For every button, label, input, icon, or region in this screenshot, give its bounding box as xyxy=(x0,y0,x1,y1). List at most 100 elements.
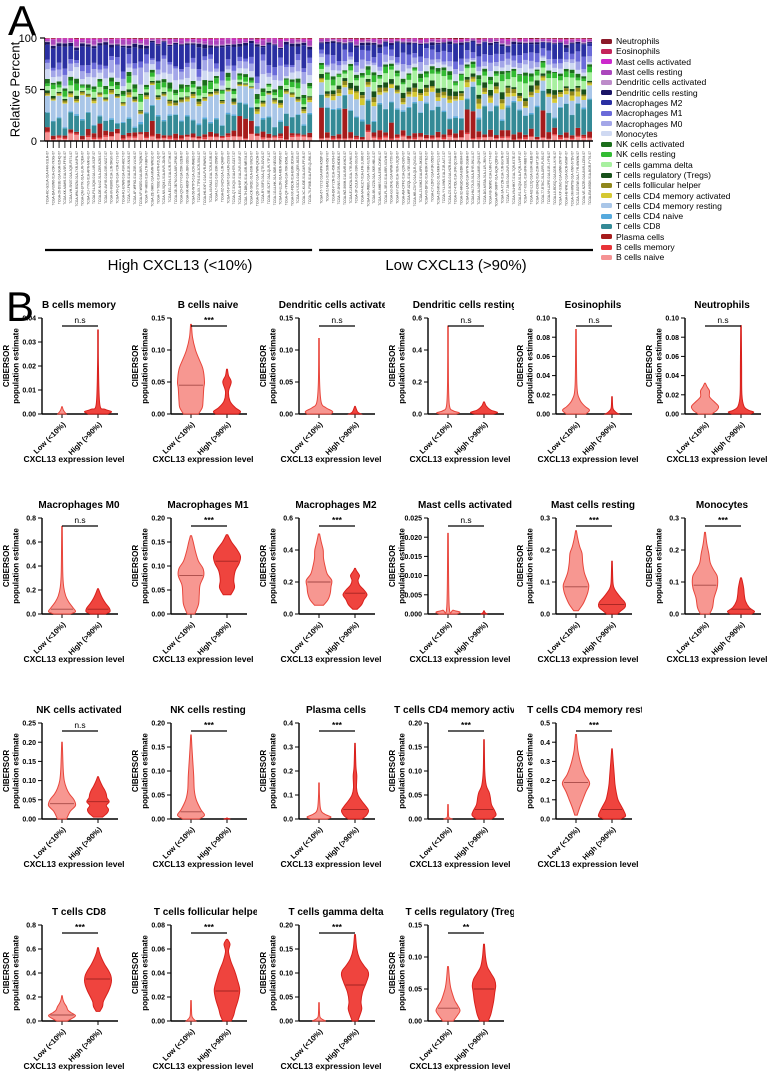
y-tick-label: 0.8 xyxy=(26,516,36,523)
bar-segment xyxy=(231,43,237,45)
bar-segment xyxy=(74,41,79,47)
legend-item: Dendritic cells activated xyxy=(601,77,730,87)
bar-segment xyxy=(528,44,534,53)
bar-segment xyxy=(371,72,377,76)
bar-segment xyxy=(56,41,62,44)
bar-segment xyxy=(441,134,447,138)
bar-segment xyxy=(511,139,517,141)
bar-segment xyxy=(517,39,523,41)
bar-segment xyxy=(435,38,441,40)
bar-segment xyxy=(144,92,149,96)
y-tick-label: 0.2 xyxy=(283,580,293,587)
bar-segment xyxy=(365,42,371,46)
bar-segment xyxy=(476,137,482,139)
bar-segment xyxy=(359,41,365,43)
bar-segment xyxy=(260,47,266,55)
bar-segment xyxy=(97,64,103,70)
bar-segment xyxy=(301,38,307,41)
legend-label: T cells CD4 naive xyxy=(616,211,684,222)
legend-label: NK cells resting xyxy=(616,149,676,160)
bar-segment xyxy=(412,43,418,54)
bar-segment xyxy=(278,57,283,66)
bar-segment xyxy=(342,80,348,85)
bar-segment xyxy=(283,41,289,45)
bar-segment xyxy=(62,96,68,99)
bar-segment xyxy=(540,90,546,111)
y-tick-label: 0.05 xyxy=(22,797,36,804)
legend-item: T cells gamma delta xyxy=(601,160,730,170)
bar-segment xyxy=(418,38,423,40)
bar-segment xyxy=(348,42,354,44)
sample-label: TCGA-5N-QJTB-01A-YCR-61Y3-07 xyxy=(116,151,120,204)
bar-segment xyxy=(138,124,144,133)
bar-segment xyxy=(587,64,592,67)
sample-label: TCGA-TY-T66C-01A-H7R-PZUQ-07 xyxy=(156,151,160,204)
bar-segment xyxy=(534,92,540,106)
bar-segment xyxy=(336,85,342,90)
bar-segment xyxy=(307,38,313,40)
y-tick-label: 0.3 xyxy=(283,745,293,752)
bar-segment xyxy=(225,112,231,115)
bar-segment xyxy=(348,56,354,60)
legend-swatch-icon xyxy=(601,151,612,157)
bar-segment xyxy=(377,87,383,93)
bar-segment xyxy=(505,107,511,131)
bar-segment xyxy=(435,42,441,44)
bar-segment xyxy=(517,92,523,96)
bar-segment xyxy=(453,81,458,83)
bar-segment xyxy=(208,89,214,92)
legend-item: Mast cells resting xyxy=(601,67,730,77)
violin-shape xyxy=(690,382,719,415)
bar-segment xyxy=(394,39,400,41)
bar-segment xyxy=(429,45,435,50)
bar-segment xyxy=(464,79,470,83)
bar-segment xyxy=(179,121,184,136)
bar-segment xyxy=(453,43,458,44)
bar-segment xyxy=(62,128,68,136)
violin-plot-title: Dendritic cells resting xyxy=(412,300,513,311)
bar-segment xyxy=(74,131,79,134)
bar-segment xyxy=(389,102,394,123)
bar-segment xyxy=(190,42,196,44)
bar-segment xyxy=(488,80,493,85)
bar-segment xyxy=(365,50,371,62)
bar-segment xyxy=(499,136,505,138)
bar-segment xyxy=(470,76,476,79)
legend-swatch-icon xyxy=(601,254,612,260)
x-tick-label: Low (<10%) xyxy=(160,825,196,861)
bar-segment xyxy=(62,68,68,75)
bar-segment xyxy=(144,44,149,46)
bar-segment xyxy=(336,39,342,42)
bar-segment xyxy=(505,96,511,106)
bar-segment xyxy=(126,44,132,46)
y-axis-title-line2: population estimate xyxy=(140,733,149,809)
bar-segment xyxy=(435,88,441,93)
sample-label: TCGA-N8-5BWC-01A-LNR-CTT4-07 xyxy=(489,151,493,205)
bar-segment xyxy=(62,98,68,101)
violin-shape xyxy=(342,567,368,610)
bar-segment xyxy=(301,40,307,43)
bar-segment xyxy=(173,95,179,101)
bar-segment xyxy=(120,105,126,122)
y-tick-label: 0.10 xyxy=(536,316,550,323)
bar-segment xyxy=(85,84,91,88)
bar-segment xyxy=(126,89,132,93)
bar-segment xyxy=(266,39,272,42)
bar-segment xyxy=(272,137,278,141)
violin-plot: T cells follicular helper0.000.020.040.0… xyxy=(131,907,257,1071)
bar-segment xyxy=(62,103,68,128)
sample-label: TCGA-HM-T0U0-01A-RYR-9N1U-07 xyxy=(471,151,475,205)
bar-segment xyxy=(173,38,179,39)
bar-segment xyxy=(412,101,418,104)
bar-segment xyxy=(435,39,441,43)
bar-segment xyxy=(272,95,278,99)
significance-label: *** xyxy=(332,922,343,932)
bar-segment xyxy=(534,69,540,72)
sample-label: TCGA-VH-U2PE-01A-91R-1YPD-07 xyxy=(547,151,551,204)
y-tick-label: 0 xyxy=(31,136,37,148)
violin-plot-title: NK cells resting xyxy=(170,705,246,716)
bar-segment xyxy=(225,59,231,66)
bar-segment xyxy=(149,72,155,77)
bar-segment xyxy=(342,49,348,62)
bar-segment xyxy=(272,103,278,127)
